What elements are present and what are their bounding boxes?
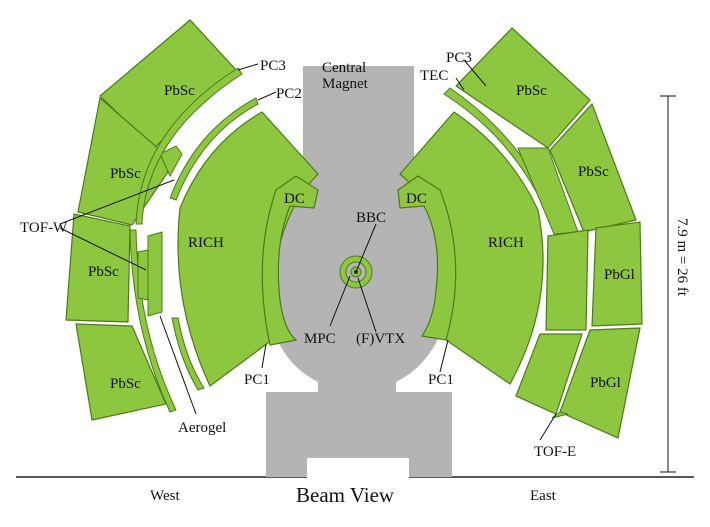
dc-east bbox=[397, 175, 457, 341]
label-east: East bbox=[530, 488, 557, 504]
label-west: West bbox=[150, 488, 180, 504]
label-pc3-east: PC3 bbox=[446, 50, 472, 66]
pbgl-east-sector-2 bbox=[559, 327, 641, 439]
label-scale: 7.9 m = 26 ft bbox=[674, 218, 690, 297]
label-aerogel: Aerogel bbox=[178, 420, 226, 436]
pbsc-east-sector-1 bbox=[455, 27, 591, 149]
pbsc-west-sector-3 bbox=[65, 213, 131, 323]
label-central-magnet-1: Central bbox=[322, 60, 366, 76]
east-inner-sector-1 bbox=[545, 229, 589, 331]
label-dc-east: DC bbox=[406, 191, 427, 207]
diagram-title: Beam View bbox=[296, 483, 395, 507]
label-tof-east: TOF-E bbox=[534, 444, 576, 460]
label-pbsc-west-2: PbSc bbox=[110, 166, 141, 182]
label-dc-west: DC bbox=[284, 191, 305, 207]
labels: Central Magnet PbSc PbSc PbSc PbSc RICH … bbox=[20, 50, 690, 507]
dc-west bbox=[261, 175, 319, 346]
label-bbc: BBC bbox=[356, 210, 386, 226]
label-pbsc-west-4: PbSc bbox=[110, 376, 141, 392]
tof-east bbox=[551, 411, 569, 419]
label-tec: TEC bbox=[420, 68, 448, 84]
tof-west bbox=[159, 145, 183, 178]
pc3-west bbox=[135, 67, 243, 225]
label-pbsc-west-3: PbSc bbox=[88, 264, 119, 280]
pbsc-west-sector-4 bbox=[75, 323, 167, 421]
aerogel bbox=[147, 231, 163, 317]
label-pbgl-east-1: PbGl bbox=[604, 267, 635, 283]
pc2-west-lower bbox=[171, 317, 205, 391]
label-pc1-east: PC1 bbox=[428, 372, 454, 388]
pbgl-east-sector-1 bbox=[591, 221, 643, 327]
label-pbsc-west-1: PbSc bbox=[164, 83, 195, 99]
label-fvtx: (F)VTX bbox=[356, 331, 405, 347]
west-arm bbox=[65, 19, 319, 421]
label-pbsc-east-2: PbSc bbox=[578, 164, 609, 180]
label-pc2-west: PC2 bbox=[276, 86, 302, 102]
leader-lines bbox=[59, 59, 557, 441]
label-pc3-west: PC3 bbox=[260, 58, 286, 74]
label-rich-east: RICH bbox=[488, 235, 524, 251]
label-pbgl-east-2: PbGl bbox=[590, 375, 621, 391]
label-pc1-west: PC1 bbox=[244, 372, 270, 388]
label-rich-west: RICH bbox=[188, 235, 224, 251]
label-central-magnet-2: Magnet bbox=[322, 76, 369, 92]
label-tof-west: TOF-W bbox=[20, 220, 68, 236]
aerogel-wedge bbox=[137, 249, 149, 301]
pbsc-east-sector-2 bbox=[549, 102, 637, 233]
label-pbsc-east-1: PbSc bbox=[516, 83, 547, 99]
label-mpc: MPC bbox=[304, 331, 336, 347]
scale-bar bbox=[660, 95, 695, 473]
east-arm bbox=[397, 27, 643, 439]
pc2-west bbox=[169, 97, 259, 201]
